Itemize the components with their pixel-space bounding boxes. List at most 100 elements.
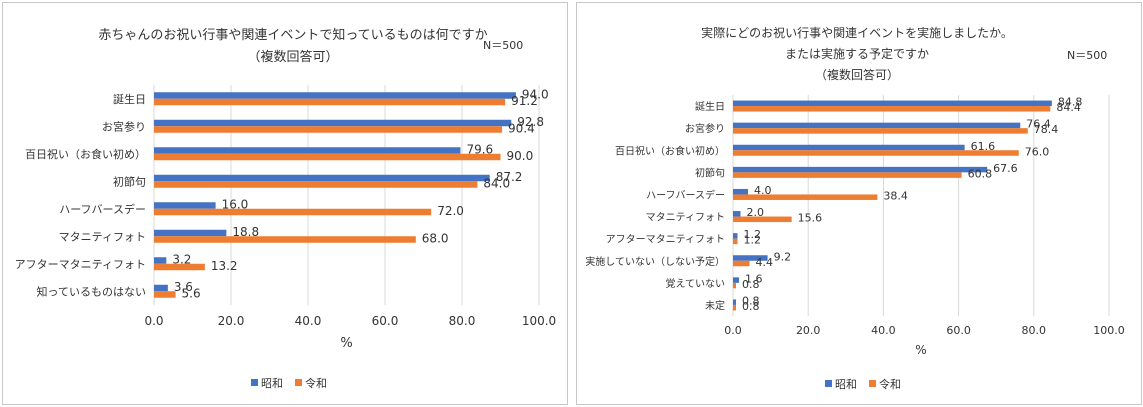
- x-tick-label: 20.0: [218, 314, 245, 328]
- series-a-bar: [154, 229, 227, 237]
- x-tick-label: 40.0: [871, 324, 896, 337]
- category-label: ハーフバースデー: [646, 188, 725, 201]
- chart-panel-known-events: 赤ちゃんのお祝い行事や関連イベントで知っているものは何ですか （複数回答可） N＝5…: [2, 2, 568, 405]
- series-a-value-label: 16.0: [222, 197, 249, 211]
- series-a-value-label: 3.6: [174, 280, 193, 294]
- series-b-bar: [733, 128, 1028, 134]
- series-b-value-label: 90.4: [508, 121, 535, 135]
- x-axis-title: %: [915, 343, 926, 357]
- bar-chart-known-events: 赤ちゃんのお祝い行事や関連イベントで知っているものは何ですか （複数回答可） N＝5…: [15, 27, 557, 390]
- series-b-bar: [733, 282, 737, 289]
- series-b-value-label: 5.6: [182, 286, 201, 300]
- series-a-value-label: 76.4: [1026, 118, 1051, 131]
- legend-swatch-series-b: [869, 380, 876, 387]
- series-a-value-label: 84.8: [1058, 96, 1083, 109]
- series-a-bar: [154, 202, 216, 209]
- series-b-bar: [154, 181, 478, 188]
- category-label: お宮参り: [685, 122, 725, 135]
- series-a-value-label: 18.8: [232, 225, 259, 239]
- category-label: ハーフバースデー: [59, 202, 146, 216]
- x-tick-label: 0.0: [724, 324, 742, 337]
- series-b-bar: [154, 236, 416, 243]
- chart-panel-held-events: 実際にどのお祝い行事や関連イベントを実施しましたか。 または実施する予定ですか （複…: [576, 2, 1142, 405]
- legend-label-series-b: 令和: [879, 377, 901, 391]
- series-a-bar: [154, 92, 516, 99]
- category-label: 覚えていない: [666, 277, 726, 290]
- series-a-bar: [733, 277, 740, 283]
- category-label: アフターマタニティフォト: [606, 234, 725, 246]
- category-label: 未定: [705, 299, 725, 312]
- series-a-bar: [154, 284, 168, 292]
- series-a-value-label: 87.2: [496, 170, 523, 184]
- series-a-value-label: 1.2: [744, 228, 762, 241]
- series-b-bar: [733, 304, 737, 311]
- series-a-bar: [154, 119, 512, 127]
- series-b-bar: [733, 194, 878, 200]
- series-a-bar: [733, 211, 741, 217]
- series-a-bar: [733, 144, 965, 151]
- x-tick-label: 80.0: [1022, 324, 1047, 337]
- x-tick-label: 60.0: [372, 314, 399, 328]
- series-a-bar: [733, 100, 1052, 107]
- series-a-value-label: 9.2: [774, 250, 792, 263]
- series-a-value-label: 61.6: [971, 140, 996, 153]
- bar-chart-held-events: 実際にどのお祝い行事や関連イベントを実施しましたか。または実施する予定ですか （複…: [585, 25, 1125, 391]
- x-tick-label: 80.0: [449, 314, 476, 328]
- series-a-bar: [154, 257, 167, 264]
- category-label: 百日祝い（お食い初め）: [25, 147, 146, 161]
- series-a-value-label: 92.8: [517, 115, 544, 129]
- category-label: マタニティフォト: [646, 212, 725, 224]
- series-b-bar: [154, 263, 205, 271]
- series-b-value-label: 4.4: [756, 256, 774, 269]
- category-label: 初節句: [695, 166, 725, 179]
- series-b-value-label: 15.6: [798, 212, 823, 225]
- series-a-value-label: 67.6: [993, 162, 1018, 175]
- legend-label-series-a: 昭和: [835, 378, 857, 391]
- series-a-value-label: 4.0: [754, 184, 772, 197]
- chart-title-line: または実施する予定ですか: [785, 46, 929, 61]
- legend-label-series-b: 令和: [305, 376, 327, 390]
- category-label: 百日祝い（お食い初め）: [615, 144, 725, 157]
- series-b-bar: [154, 126, 503, 133]
- series-b-bar: [154, 153, 501, 161]
- sample-size-note: N＝500: [483, 39, 523, 52]
- legend-label-series-a: 昭和: [261, 377, 283, 390]
- series-b-bar: [733, 238, 738, 245]
- category-label: アフターマタニティフォト: [15, 258, 146, 271]
- legend-swatch-series-a: [825, 380, 832, 387]
- series-a-value-label: 94.0: [522, 87, 549, 101]
- series-a-value-label: 1.6: [745, 272, 763, 285]
- category-label: 誕生日: [113, 92, 146, 106]
- series-a-value-label: 79.6: [466, 142, 493, 156]
- series-b-bar: [154, 208, 432, 216]
- x-tick-label: 40.0: [295, 314, 322, 328]
- chart-title-line: 赤ちゃんのお祝い行事や関連イベントで知っているものは何ですか: [98, 27, 487, 43]
- x-tick-label: 100.0: [1093, 324, 1125, 337]
- series-a-bar: [154, 147, 461, 154]
- series-b-bar: [154, 98, 506, 106]
- series-b-bar: [733, 260, 750, 267]
- series-b-value-label: 91.2: [511, 94, 538, 108]
- chart-title-line: 実際にどのお祝い行事や関連イベントを実施しましたか。: [701, 25, 1013, 40]
- x-axis-title: %: [340, 336, 352, 351]
- series-a-bar: [733, 166, 988, 173]
- series-a-bar: [733, 299, 737, 305]
- series-b-bar: [733, 150, 1019, 156]
- x-tick-label: 60.0: [946, 324, 971, 337]
- series-b-value-label: 72.0: [437, 204, 464, 218]
- x-tick-label: 20.0: [796, 324, 821, 337]
- series-b-value-label: 13.2: [211, 259, 238, 273]
- x-tick-label: 0.0: [144, 314, 163, 328]
- chart-title-line: （複数回答可）: [815, 67, 899, 82]
- series-b-value-label: 84.4: [1056, 101, 1081, 114]
- chart-title-line: （複数回答可）: [247, 49, 338, 65]
- series-b-bar: [733, 106, 1051, 112]
- category-label: 実施していない（しない予定）: [585, 255, 725, 268]
- category-label: マタニティフォト: [59, 230, 146, 243]
- series-a-value-label: 3.2: [172, 252, 191, 266]
- series-b-value-label: 68.0: [422, 231, 449, 245]
- series-a-bar: [733, 255, 768, 261]
- series-b-bar: [733, 216, 792, 223]
- series-a-bar: [733, 188, 749, 195]
- series-a-bar: [733, 233, 738, 239]
